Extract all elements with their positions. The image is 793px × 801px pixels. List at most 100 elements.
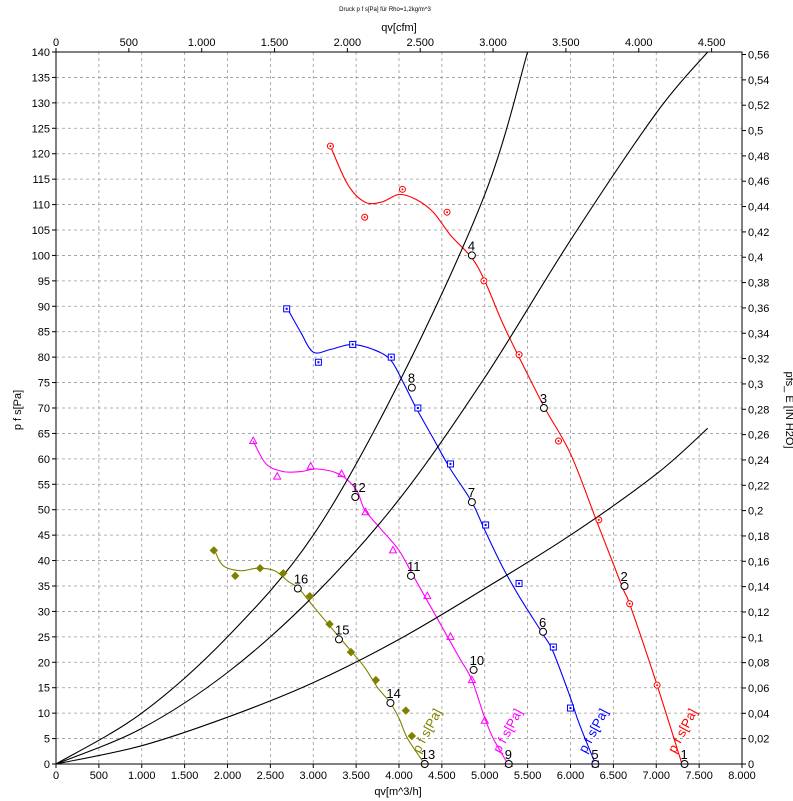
y-tick-label: 35 bbox=[38, 581, 50, 593]
data-point-marker bbox=[361, 507, 370, 516]
operating-point-label-3: 3 bbox=[540, 391, 547, 406]
y2-tick-label: 0,4 bbox=[748, 252, 763, 264]
y2-tick-label: 0,24 bbox=[748, 455, 769, 467]
y2-tick-label: 0,2 bbox=[748, 506, 763, 518]
y2-tick-label: 0,42 bbox=[748, 227, 769, 239]
series-line bbox=[55, 51, 709, 765]
y2-tick-label: 0,12 bbox=[748, 607, 769, 619]
y-tick-label: 15 bbox=[38, 683, 50, 695]
y-tick-label: 120 bbox=[32, 149, 50, 161]
data-point-marker bbox=[407, 731, 417, 741]
y2-tick-label: 0,32 bbox=[748, 354, 769, 366]
data-point-marker-dot bbox=[518, 582, 521, 585]
data-point-marker-dot bbox=[401, 188, 404, 191]
data-point-marker bbox=[272, 471, 282, 480]
y-tick-label: 130 bbox=[32, 98, 50, 110]
y2-tick-label: 0,02 bbox=[748, 734, 769, 746]
x2-tick-label: 1.500 bbox=[261, 37, 289, 49]
x-tick-label: 7.500 bbox=[685, 770, 713, 782]
data-point-marker bbox=[231, 571, 240, 581]
y-tick-label: 100 bbox=[32, 250, 50, 262]
data-point-marker bbox=[248, 436, 258, 445]
operating-point-8 bbox=[407, 383, 416, 392]
operating-point-label-6: 6 bbox=[539, 615, 546, 630]
operating-point-label-11: 11 bbox=[407, 559, 421, 574]
operating-point-label-14: 14 bbox=[386, 686, 400, 701]
data-point-marker-dot bbox=[351, 343, 354, 346]
series-line bbox=[329, 145, 683, 765]
data-point-marker-dot bbox=[482, 279, 485, 282]
x-tick-label: 2.000 bbox=[214, 770, 242, 782]
y2-tick-label: 0,36 bbox=[748, 303, 769, 315]
operating-point-11 bbox=[407, 571, 416, 580]
data-point-marker-dot bbox=[552, 646, 555, 649]
x2-axis-title: qv[cfm] bbox=[381, 22, 416, 34]
chart-title: Druck p f s[Pa] für Rho=1,2kg/m^3 bbox=[339, 7, 431, 13]
operating-point-3 bbox=[539, 404, 548, 412]
operating-point-14 bbox=[386, 698, 395, 707]
y-tick-label: 60 bbox=[38, 454, 50, 466]
data-point-marker-dot bbox=[416, 407, 419, 409]
y2-tick-label: 0,1 bbox=[748, 632, 763, 644]
operating-point-label-2: 2 bbox=[621, 569, 628, 584]
series-line bbox=[55, 51, 529, 765]
y-axis-title: p f s[Pa] bbox=[12, 390, 24, 430]
y-tick-label: 5 bbox=[44, 734, 50, 746]
data-point-marker-dot bbox=[390, 356, 393, 359]
operating-point-label-8: 8 bbox=[408, 371, 415, 386]
data-point-marker bbox=[467, 675, 477, 684]
data-point-marker bbox=[337, 469, 346, 478]
y-tick-label: 110 bbox=[32, 200, 50, 212]
y-tick-label: 95 bbox=[38, 276, 50, 288]
x-tick-label: 4.500 bbox=[428, 770, 456, 782]
x2-tick-label: 4.500 bbox=[698, 37, 726, 49]
data-point-marker bbox=[401, 706, 411, 715]
y2-tick-label: 0,14 bbox=[748, 582, 769, 594]
data-point-marker bbox=[279, 569, 288, 578]
y2-tick-label: 0,56 bbox=[748, 50, 769, 62]
y-tick-label: 25 bbox=[38, 632, 50, 644]
y-tick-label: 115 bbox=[32, 174, 50, 186]
operating-point-label-12: 12 bbox=[351, 480, 365, 495]
y2-tick-label: 0,48 bbox=[748, 151, 769, 163]
data-point-marker bbox=[480, 715, 490, 724]
y2-tick-label: 0,06 bbox=[748, 683, 769, 695]
operating-point-7 bbox=[467, 498, 476, 507]
data-point-marker bbox=[305, 591, 315, 601]
data-point-marker-dot bbox=[317, 361, 320, 364]
data-point-marker-dot bbox=[484, 523, 487, 526]
data-point-marker-dot bbox=[285, 307, 288, 310]
data-point-marker-dot bbox=[329, 145, 332, 148]
x-axis-title: qv[m^3/h] bbox=[374, 786, 421, 798]
y-tick-label: 30 bbox=[38, 606, 50, 618]
y-tick-label: 125 bbox=[32, 123, 50, 135]
y2-tick-label: 0,28 bbox=[748, 404, 769, 416]
operating-point-label-5: 5 bbox=[591, 747, 598, 762]
x-tick-label: 8.000 bbox=[728, 770, 756, 782]
markers bbox=[209, 142, 689, 769]
data-point-marker-dot bbox=[449, 462, 452, 465]
operating-point-label-4: 4 bbox=[468, 238, 475, 253]
y-tick-label: 20 bbox=[38, 657, 50, 669]
series-line bbox=[287, 308, 596, 765]
data-point-marker-dot bbox=[363, 216, 366, 219]
series-line bbox=[214, 550, 426, 765]
data-point-marker-dot bbox=[597, 518, 600, 521]
x-tick-label: 3.000 bbox=[299, 770, 327, 782]
x-tick-label: 6.000 bbox=[557, 770, 585, 782]
data-point-marker-dot bbox=[628, 602, 631, 605]
data-point-marker-dot bbox=[557, 440, 560, 443]
data-point-marker bbox=[325, 619, 334, 629]
operating-point-label-1: 1 bbox=[681, 747, 688, 762]
y2-tick-label: 0,3 bbox=[748, 379, 763, 391]
x-tick-label: 1.000 bbox=[128, 770, 156, 782]
y2-tick-label: 0,26 bbox=[748, 430, 769, 442]
operating-point-12 bbox=[351, 493, 360, 501]
y2-tick-label: 0,04 bbox=[748, 708, 769, 720]
x-tick-label: 7.000 bbox=[642, 770, 670, 782]
operating-point-label-16: 16 bbox=[294, 572, 308, 587]
x-tick-label: 2.500 bbox=[257, 770, 285, 782]
y2-tick-label: 0,46 bbox=[748, 176, 769, 188]
